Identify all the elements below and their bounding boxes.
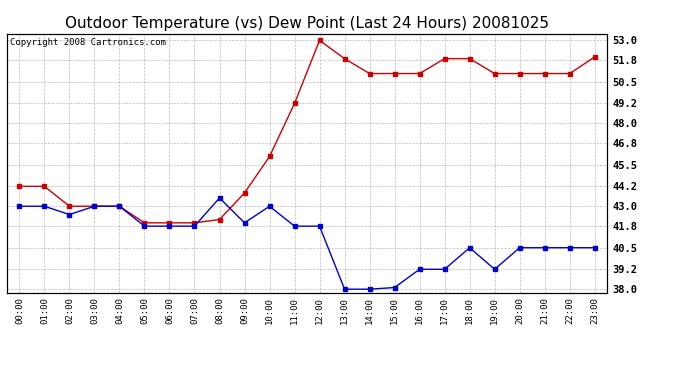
Title: Outdoor Temperature (vs) Dew Point (Last 24 Hours) 20081025: Outdoor Temperature (vs) Dew Point (Last… bbox=[65, 16, 549, 31]
Text: Copyright 2008 Cartronics.com: Copyright 2008 Cartronics.com bbox=[10, 38, 166, 46]
